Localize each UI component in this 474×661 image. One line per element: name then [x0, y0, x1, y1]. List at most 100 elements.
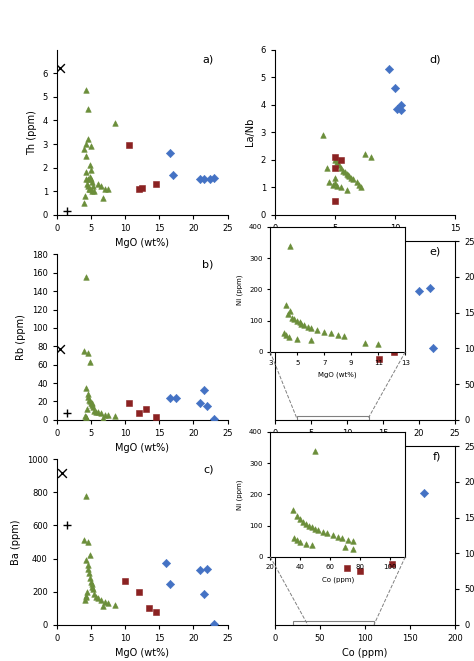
Point [83, 403, 91, 414]
Point [82, 174, 90, 184]
Y-axis label: Ni (ppm): Ni (ppm) [237, 479, 244, 510]
Point [323, 528, 331, 539]
Point [152, 607, 160, 617]
Point [82, 412, 90, 422]
Point [135, 408, 143, 418]
Point [84, 560, 91, 570]
Point [390, 346, 398, 357]
Point [196, 564, 204, 575]
Point [210, 414, 218, 424]
Point [343, 563, 351, 573]
Point [291, 314, 298, 325]
Point [88, 398, 95, 408]
Point [300, 517, 307, 527]
Point [100, 602, 107, 612]
Point [325, 176, 333, 187]
Point [331, 163, 339, 173]
Point [334, 157, 341, 168]
X-axis label: Ce/Sm: Ce/Sm [349, 239, 381, 249]
Point [81, 143, 88, 154]
Point [343, 184, 351, 196]
Point [335, 160, 342, 171]
Point [87, 398, 95, 408]
Point [287, 306, 294, 317]
Point [355, 179, 363, 190]
Point [135, 587, 143, 598]
X-axis label: MgO (wt%): MgO (wt%) [319, 371, 357, 377]
Point [284, 309, 292, 320]
Text: a): a) [202, 54, 214, 65]
Point [361, 530, 369, 541]
Point [343, 168, 351, 178]
Point [86, 172, 93, 182]
Point [357, 322, 365, 332]
Point [88, 579, 95, 590]
Point [331, 155, 339, 165]
Point [345, 534, 352, 545]
Point [82, 590, 89, 601]
Point [59, 467, 66, 478]
Point [302, 539, 310, 549]
Point [287, 241, 294, 251]
Point [283, 300, 290, 311]
Point [293, 534, 301, 545]
Point [331, 173, 339, 183]
Text: c): c) [203, 464, 214, 475]
Point [142, 403, 149, 414]
Point [200, 589, 208, 600]
Point [334, 329, 341, 340]
Point [397, 105, 405, 116]
X-axis label: Co (ppm): Co (ppm) [321, 576, 354, 582]
Point [291, 533, 298, 543]
Point [87, 165, 95, 175]
Point [386, 268, 394, 279]
Point [280, 328, 287, 338]
Point [84, 181, 91, 192]
Point [320, 327, 328, 337]
Point [203, 564, 211, 574]
Point [166, 393, 173, 403]
Point [101, 410, 109, 420]
Point [309, 539, 316, 550]
Point [374, 339, 382, 350]
Point [121, 576, 129, 586]
Point [81, 410, 89, 421]
Point [94, 593, 101, 603]
Point [210, 619, 218, 629]
Point [82, 85, 89, 95]
Point [429, 343, 437, 354]
Point [64, 520, 71, 531]
Bar [297, 416, 369, 420]
Point [138, 182, 146, 193]
Point [87, 573, 94, 584]
Point [98, 595, 105, 605]
Point [125, 398, 132, 408]
Point [87, 184, 94, 194]
Point [293, 315, 301, 326]
Point [84, 174, 92, 184]
Point [331, 178, 339, 188]
Point [361, 337, 368, 348]
Point [89, 181, 97, 192]
Point [84, 564, 92, 574]
Point [100, 412, 107, 423]
Point [296, 514, 304, 525]
Point [329, 529, 337, 540]
Point [338, 533, 346, 543]
Point [81, 535, 88, 546]
Point [87, 396, 94, 407]
Point [81, 595, 89, 605]
Point [307, 323, 315, 334]
Point [166, 148, 173, 159]
Point [293, 511, 301, 522]
Y-axis label: La/Nb: La/Nb [245, 118, 255, 146]
Point [331, 151, 339, 162]
Point [84, 537, 91, 547]
Point [82, 272, 89, 283]
Point [104, 598, 112, 608]
Point [349, 536, 356, 547]
Point [391, 83, 399, 93]
Point [309, 522, 316, 533]
Point [337, 163, 345, 173]
Point [56, 344, 64, 354]
